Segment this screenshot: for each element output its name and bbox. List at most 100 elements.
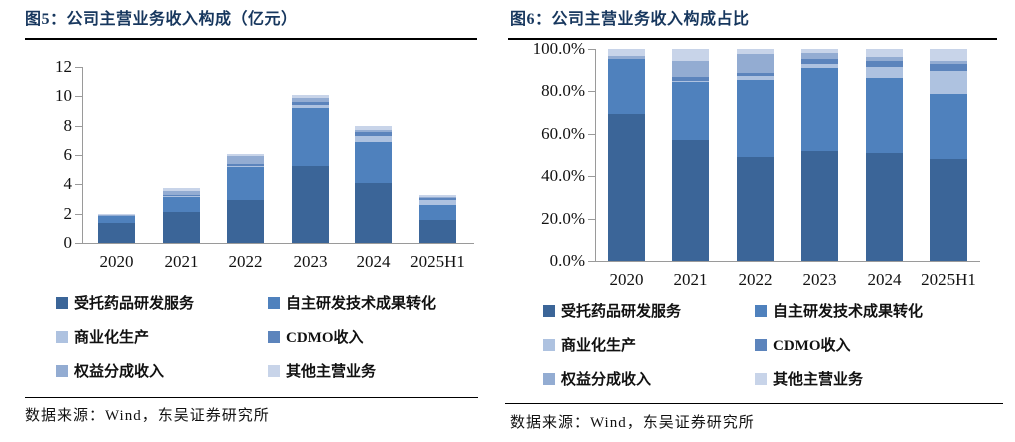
bar-segment — [98, 223, 135, 243]
legend-label: CDMO收入 — [286, 330, 364, 346]
figure5-legend: 受托药品研发服务 自主研发技术成果转化商业化生产 CDMO收入权益分成收入 其他主营业… — [56, 292, 436, 381]
legend-label: 其他主营业务 — [286, 364, 377, 380]
legend-label: 商业化生产 — [74, 330, 150, 346]
bar-segment — [227, 156, 264, 165]
bar-segment — [930, 159, 967, 261]
legend-label: 受托药品研发服务 — [561, 304, 682, 320]
bar-segment — [355, 141, 392, 184]
x-axis-label: 2025H1 — [921, 270, 976, 289]
bar-segment — [801, 58, 838, 65]
x-axis-label: 2022 — [228, 252, 263, 271]
y-axis-label: 60.0% — [541, 123, 585, 143]
bar-segment — [608, 58, 645, 115]
y-axis-label: 100.0% — [532, 39, 585, 58]
legend-item: CDMO收入 — [268, 326, 436, 347]
bar-segment — [866, 67, 903, 78]
legend-item: 商业化生产 — [543, 334, 755, 355]
bar-segment — [163, 191, 200, 196]
figure6-title-underline — [508, 38, 997, 40]
bar-segment — [737, 75, 774, 81]
bar-segment — [801, 52, 838, 59]
bar-segment — [737, 80, 774, 158]
bar-segment — [163, 211, 200, 243]
bar-segment — [227, 154, 264, 157]
y-axis-label: 20.0% — [541, 208, 585, 228]
y-axis-tick — [75, 243, 82, 244]
bar-segment — [419, 197, 456, 199]
figure6-legend: 受托药品研发服务 自主研发技术成果转化 商业化生产 CDMO收入 权益分成收入 其他主营业… — [543, 300, 923, 389]
bar-segment — [930, 49, 967, 61]
bar-segment — [355, 125, 392, 131]
bar-segment — [737, 49, 774, 55]
y-axis-tick — [588, 133, 595, 135]
bar-segment — [672, 61, 709, 77]
figure6-chart: 0.0% 20.0% 40.0% 60.0% 80.0% 100.0% 2020 2021 20… — [500, 0, 1015, 442]
y-axis-tick — [588, 218, 595, 220]
bar-segment — [930, 70, 967, 94]
legend-label: 商业化生产 — [561, 338, 637, 354]
legend-item: 权益分成收入 — [56, 360, 268, 381]
bar-segment — [227, 199, 264, 243]
y-axis-tick — [588, 49, 595, 50]
bar-segment — [355, 132, 392, 136]
bar-segment — [672, 139, 709, 261]
legend-swatch-icon — [268, 330, 280, 343]
bar-segment — [355, 135, 392, 142]
figure6-title: 图6：公司主营业务收入构成占比 — [510, 11, 750, 28]
bar-segment — [866, 49, 903, 58]
bar-segment — [419, 199, 456, 205]
legend-item: 权益分成收入 — [543, 368, 755, 389]
legend-swatch-icon — [755, 304, 767, 317]
bar-segment — [672, 49, 709, 62]
bar-segment — [930, 64, 967, 71]
bar-segment — [737, 157, 774, 261]
bar-segment — [419, 198, 456, 200]
bar-segment — [292, 105, 329, 109]
bar-segment — [801, 49, 838, 53]
bar-segment — [419, 219, 456, 243]
x-axis-label: 2023 — [293, 252, 328, 271]
bar-segment — [292, 94, 329, 98]
legend-item: 受托药品研发服务 — [56, 292, 268, 313]
bar-segment — [672, 82, 709, 140]
y-axis-label: 40.0% — [541, 166, 585, 186]
figure5-title: 图5：公司主营业务收入构成（亿元） — [25, 11, 298, 28]
bar-segment — [292, 108, 329, 167]
bar-segment — [98, 214, 135, 216]
figure6-panel: 图6：公司主营业务收入构成占比 0.0% 20.0% 40.0% 60.0% 80.0%… — [500, 0, 1015, 442]
y-axis-tick — [75, 184, 82, 186]
bar-segment — [866, 60, 903, 68]
legend-label: 权益分成收入 — [74, 364, 165, 380]
bar-segment — [866, 57, 903, 61]
legend-label: 其他主营业务 — [773, 372, 864, 388]
bar-segment — [227, 167, 264, 200]
y-axis-label: 4 — [63, 174, 73, 194]
y-axis-tick — [588, 176, 595, 178]
legend-item: 商业化生产 — [56, 326, 268, 347]
legend-item: 自主研发技术成果转化 — [755, 300, 923, 321]
figure6-source: 数据来源：Wind，东吴证券研究所 — [510, 415, 755, 431]
y-axis-tick — [75, 155, 82, 156]
y-axis-label: 0 — [63, 233, 73, 252]
figure5-chart: 0 2 4 6 8 10 12 2020 2021 2022 2023 2024 2025H1 — [0, 0, 497, 442]
figure5-source-divider — [25, 397, 478, 398]
legend-swatch-icon — [755, 372, 767, 385]
figure5-panel: 图5：公司主营业务收入构成（亿元） 0 2 4 6 8 10 12 2020 2021 2022 2… — [0, 0, 497, 442]
legend-label: 自主研发技术成果转化 — [286, 296, 437, 312]
legend-item: 自主研发技术成果转化 — [268, 292, 436, 313]
x-axis-line — [82, 243, 474, 244]
bar-segment — [608, 114, 645, 261]
figure5-title-underline — [25, 38, 477, 40]
legend-swatch-icon — [543, 304, 555, 317]
legend-item: 其他主营业务 — [268, 360, 436, 381]
bar-segment — [801, 68, 838, 151]
bar-segment — [163, 196, 200, 212]
bar-segment — [801, 151, 838, 261]
bar-segment — [930, 60, 967, 65]
y-axis-label: 0.0% — [549, 251, 585, 270]
legend-swatch-icon — [543, 372, 555, 385]
y-axis-label: 10 — [55, 86, 72, 106]
legend-swatch-icon — [56, 364, 68, 377]
x-axis-label: 2020 — [99, 252, 134, 271]
bar-segment — [355, 130, 392, 133]
